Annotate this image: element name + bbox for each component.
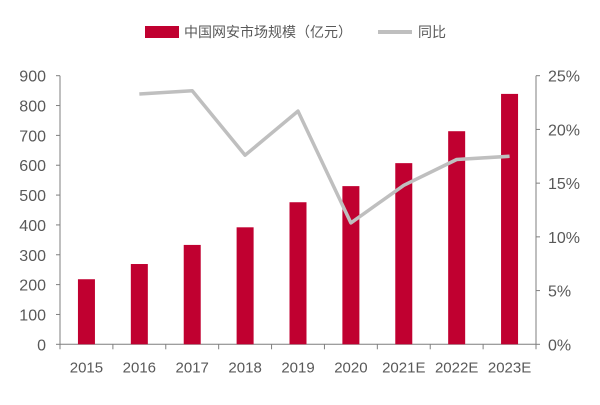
bar-2023E <box>501 94 518 344</box>
legend-label-bar: 中国网安市场规模（亿元） <box>184 24 352 40</box>
bar-2017 <box>184 245 201 344</box>
y-left-tick-label: 400 <box>19 218 46 235</box>
legend-label-line: 同比 <box>418 24 446 40</box>
y-left-tick-label: 800 <box>19 99 46 116</box>
bar-2015 <box>78 279 95 344</box>
x-tick-label: 2023E <box>488 359 531 376</box>
y-left-tick-label: 100 <box>19 307 46 324</box>
x-tick-label: 2016 <box>123 359 156 376</box>
x-tick-label: 2020 <box>334 359 367 376</box>
x-tick-label: 2021E <box>382 359 425 376</box>
y-right-tick-label: 0% <box>548 337 571 354</box>
y-left-tick-label: 600 <box>19 158 46 175</box>
y-right-tick-label: 5% <box>548 284 571 301</box>
y-left-tick-label: 0 <box>37 337 46 354</box>
y-left-tick-label: 700 <box>19 128 46 145</box>
x-tick-label: 2018 <box>228 359 261 376</box>
x-tick-label: 2017 <box>176 359 209 376</box>
y-right-tick-label: 20% <box>548 122 580 139</box>
legend-swatch-bar <box>145 26 179 38</box>
y-left-tick-label: 200 <box>19 278 46 295</box>
bar-2018 <box>237 227 254 344</box>
bar-2016 <box>131 264 148 344</box>
legend: 中国网安市场规模（亿元） 同比 <box>145 24 446 40</box>
x-tick-label: 2022E <box>435 359 478 376</box>
y-left-tick-label: 900 <box>19 69 46 86</box>
bar-2019 <box>290 202 307 344</box>
x-tick-label: 2015 <box>70 359 103 376</box>
y-left-tick-label: 300 <box>19 248 46 265</box>
y-right-tick-label: 15% <box>548 176 580 193</box>
x-tick-label: 2019 <box>281 359 314 376</box>
y-right-tick-label: 10% <box>548 230 580 247</box>
y-left-tick-label: 500 <box>19 188 46 205</box>
y-right-tick-label: 25% <box>548 69 580 86</box>
